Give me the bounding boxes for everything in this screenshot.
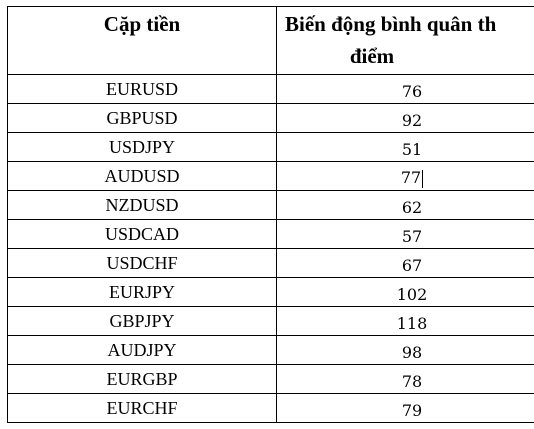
currency-volatility-table-container: Cặp tiền Biến động bình quân th điểm EUR… <box>7 6 534 423</box>
value-text: 77 <box>400 168 422 188</box>
value-cell[interactable]: 57 <box>276 219 534 249</box>
pair-cell: AUDJPY <box>7 335 277 365</box>
pair-cell: USDCHF <box>7 248 277 278</box>
table-row: EURJPY 102 <box>7 277 534 307</box>
table-row: NZDUSD 62 <box>7 190 534 220</box>
value-cell-active[interactable]: 77 <box>276 161 534 191</box>
value-cell[interactable]: 79 <box>276 393 534 423</box>
table-row: USDCAD 57 <box>7 219 534 249</box>
value-cell[interactable]: 76 <box>276 74 534 104</box>
value-cell[interactable]: 78 <box>276 364 534 394</box>
pair-cell: NZDUSD <box>7 190 277 220</box>
value-cell[interactable]: 102 <box>276 277 534 307</box>
header-average-movement-line1: Biến động bình quân th <box>285 12 497 36</box>
pair-cell: EURJPY <box>7 277 277 307</box>
table-row: GBPUSD 92 <box>7 103 534 133</box>
table-header-row: Cặp tiền Biến động bình quân th điểm <box>7 6 534 75</box>
value-cell[interactable]: 118 <box>276 306 534 336</box>
value-cell[interactable]: 92 <box>276 103 534 133</box>
currency-volatility-table: Cặp tiền Biến động bình quân th điểm EUR… <box>7 6 534 423</box>
pair-cell: EURUSD <box>7 74 277 104</box>
value-cell[interactable]: 62 <box>276 190 534 220</box>
table-row: GBPJPY 118 <box>7 306 534 336</box>
table-row: EURUSD 76 <box>7 74 534 104</box>
pair-cell: USDJPY <box>7 132 277 162</box>
value-cell[interactable]: 67 <box>276 248 534 278</box>
pair-cell: GBPUSD <box>7 103 277 133</box>
pair-cell: EURGBP <box>7 364 277 394</box>
table-row: USDCHF 67 <box>7 248 534 278</box>
value-cell[interactable]: 51 <box>276 132 534 162</box>
table-row: AUDUSD 77 <box>7 161 534 191</box>
text-cursor <box>422 169 424 188</box>
header-average-movement-line2: điểm <box>349 44 395 68</box>
pair-cell: USDCAD <box>7 219 277 249</box>
table-row: AUDJPY 98 <box>7 335 534 365</box>
pair-cell: AUDUSD <box>7 161 277 191</box>
pair-cell: EURCHF <box>7 393 277 423</box>
header-average-movement: Biến động bình quân th điểm <box>276 6 534 75</box>
table-row: EURGBP 78 <box>7 364 534 394</box>
table-row: USDJPY 51 <box>7 132 534 162</box>
table-row: EURCHF 79 <box>7 393 534 423</box>
header-currency-pair: Cặp tiền <box>7 6 277 75</box>
pair-cell: GBPJPY <box>7 306 277 336</box>
value-cell[interactable]: 98 <box>276 335 534 365</box>
